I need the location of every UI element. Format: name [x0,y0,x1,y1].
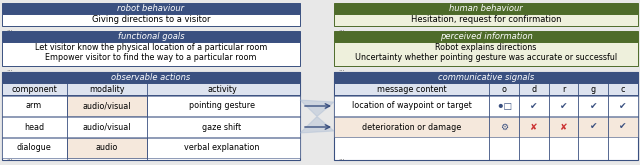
Text: ✔: ✔ [620,122,627,132]
Text: arm: arm [26,101,42,111]
Bar [2,83,300,95]
Bar [334,72,638,83]
Text: location of waypoint or target: location of waypoint or target [351,101,472,111]
Bar [2,14,300,26]
Text: gaze shift: gaze shift [202,122,241,132]
Text: g: g [591,84,596,94]
Bar [2,72,300,160]
Text: o: o [501,84,506,94]
Bar [334,14,638,26]
Text: ...: ... [338,66,345,72]
Text: observable actions: observable actions [111,73,191,82]
Bar [2,31,300,42]
Text: audio/visual: audio/visual [83,122,131,132]
Bar [2,72,300,83]
Text: component: component [11,84,57,94]
Text: ...: ... [338,26,345,32]
Polygon shape [300,100,334,133]
Text: communicative signals: communicative signals [438,73,534,82]
Text: message content: message content [377,84,446,94]
Text: ...: ... [338,155,345,162]
Bar [2,117,300,137]
Text: ✘: ✘ [530,122,538,132]
Text: Let visitor know the physical location of a particular room: Let visitor know the physical location o… [35,44,267,52]
Text: activity: activity [207,84,237,94]
Text: ✔: ✔ [589,101,597,111]
Bar [2,96,300,116]
Bar [334,96,638,116]
Bar [334,3,638,14]
Text: ...: ... [6,66,13,72]
Text: d: d [531,84,536,94]
Text: human behaviour: human behaviour [449,4,523,13]
Bar [334,42,638,66]
Bar [334,72,638,160]
Text: c: c [621,84,625,94]
Text: deterioration or damage: deterioration or damage [362,122,461,132]
Bar [2,138,300,158]
Text: ✔: ✔ [589,122,597,132]
Bar [2,3,300,14]
Bar [67,96,147,116]
Bar [2,42,300,66]
Text: Uncertainty whether pointing gesture was accurate or successful: Uncertainty whether pointing gesture was… [355,53,617,63]
Bar [334,83,638,95]
Text: Robot explains directions: Robot explains directions [435,44,537,52]
Bar [334,117,638,137]
Bar [334,31,638,42]
Text: r: r [562,84,565,94]
Text: ✔: ✔ [620,101,627,111]
Text: Empower visitor to find the way to a particular room: Empower visitor to find the way to a par… [45,53,257,63]
Text: ⚙: ⚙ [500,122,508,132]
Text: dialogue: dialogue [17,144,51,152]
Text: audio/visual: audio/visual [83,101,131,111]
Text: Hesitation, request for confirmation: Hesitation, request for confirmation [411,16,561,24]
Text: ✔: ✔ [560,101,567,111]
Text: Giving directions to a visitor: Giving directions to a visitor [92,16,211,24]
Text: ...: ... [6,26,13,32]
Text: ...: ... [6,155,13,162]
Text: perceived information: perceived information [440,32,532,41]
Text: pointing gesture: pointing gesture [189,101,255,111]
Text: head: head [24,122,44,132]
Text: ✘: ✘ [560,122,567,132]
Text: functional goals: functional goals [118,32,184,41]
Text: ✔: ✔ [530,101,538,111]
Text: robot behaviour: robot behaviour [117,4,184,13]
Text: ⚫□: ⚫□ [496,101,512,111]
Bar [67,138,147,158]
Text: modality: modality [89,84,125,94]
Text: verbal explanation: verbal explanation [184,144,260,152]
Text: audio: audio [96,144,118,152]
